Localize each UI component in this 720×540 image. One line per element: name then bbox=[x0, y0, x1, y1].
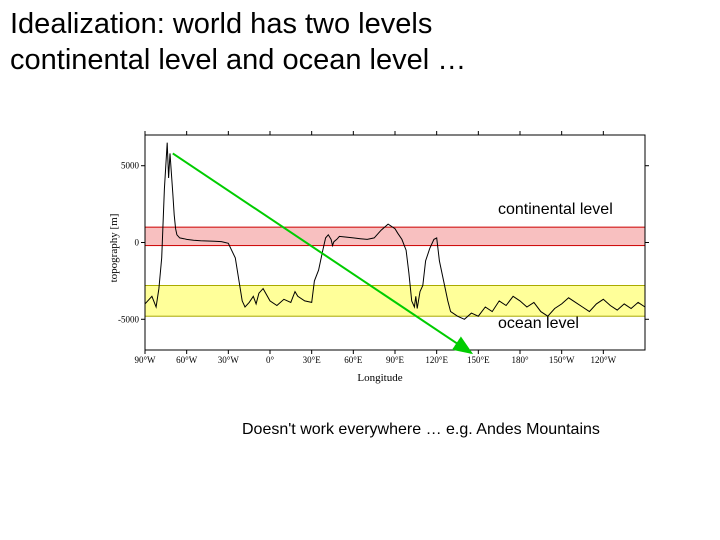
svg-text:90°W: 90°W bbox=[134, 355, 156, 365]
title-line-2: continental level and ocean level … bbox=[10, 44, 466, 76]
slide-title: Idealization: world has two levels conti… bbox=[10, 6, 690, 79]
svg-text:60°E: 60°E bbox=[344, 355, 363, 365]
svg-text:120°E: 120°E bbox=[425, 355, 448, 365]
chart-svg: -5000 0 5000 90°W 60°W 30°W 0° 30°E 60°E 90°E 120°… bbox=[110, 130, 650, 370]
continental-level-label: continental level bbox=[498, 201, 613, 219]
topography-chart: -5000 0 5000 90°W 60°W 30°W 0° 30°E 60°E 90°E 120°… bbox=[110, 130, 650, 375]
svg-text:30°E: 30°E bbox=[303, 355, 322, 365]
svg-text:120°W: 120°W bbox=[591, 355, 617, 365]
svg-text:150°W: 150°W bbox=[549, 355, 575, 365]
svg-text:5000: 5000 bbox=[121, 161, 140, 171]
footnote: Doesn't work everywhere … e.g. Andes Mou… bbox=[242, 421, 600, 439]
svg-text:30°W: 30°W bbox=[218, 355, 240, 365]
svg-text:0°: 0° bbox=[266, 355, 275, 365]
ocean-level-label: ocean level bbox=[498, 315, 579, 333]
title-line-1: Idealization: world has two levels bbox=[10, 8, 432, 40]
svg-text:0: 0 bbox=[135, 238, 140, 248]
x-axis-label: Longitude bbox=[110, 372, 650, 384]
svg-text:90°E: 90°E bbox=[386, 355, 405, 365]
svg-text:-5000: -5000 bbox=[118, 314, 139, 324]
svg-text:60°W: 60°W bbox=[176, 355, 198, 365]
svg-text:180°: 180° bbox=[511, 355, 529, 365]
svg-text:150°E: 150°E bbox=[467, 355, 490, 365]
